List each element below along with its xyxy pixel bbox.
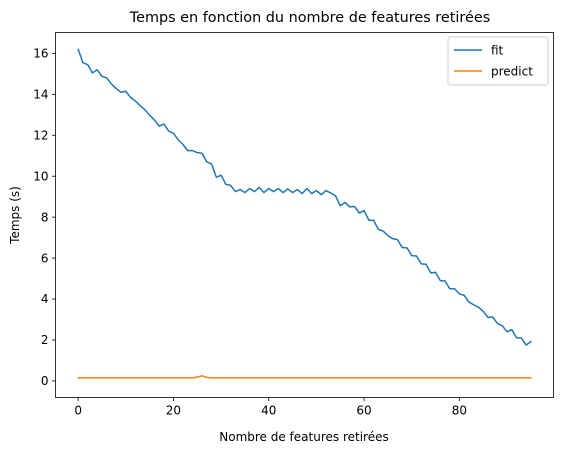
x-axis: 0 20 40 60 80 [74, 397, 467, 418]
chart-title: Temps en fonction du nombre de features … [129, 10, 490, 26]
series-line-fit [77, 48, 532, 346]
x-tick-label: 20 [166, 404, 181, 418]
y-tick-label: 6 [41, 251, 49, 265]
legend: fit predict [447, 36, 549, 86]
y-tick-label: 0 [41, 374, 49, 388]
legend-label-predict: predict [491, 64, 533, 78]
y-tick-label: 14 [33, 88, 48, 102]
y-tick-label: 4 [41, 292, 49, 306]
x-tick-label: 80 [452, 404, 467, 418]
x-tick-label: 40 [261, 404, 276, 418]
series-line-predict [77, 375, 532, 379]
x-tick-label: 0 [74, 404, 82, 418]
plot-area [77, 48, 532, 379]
y-tick-label: 2 [41, 333, 49, 347]
y-tick-label: 16 [33, 47, 48, 61]
y-tick-label: 10 [33, 169, 48, 183]
y-axis-label: Temps (s) [8, 186, 22, 245]
legend-box [447, 36, 549, 86]
legend-label-fit: fit [491, 43, 504, 57]
y-axis: 0 2 4 6 8 10 12 14 16 [33, 47, 56, 388]
x-tick-label: 60 [356, 404, 371, 418]
y-tick-label: 12 [33, 128, 48, 142]
plot-frame [55, 32, 554, 398]
x-axis-label: Nombre de features retirées [219, 430, 388, 444]
y-tick-label: 8 [41, 210, 49, 224]
